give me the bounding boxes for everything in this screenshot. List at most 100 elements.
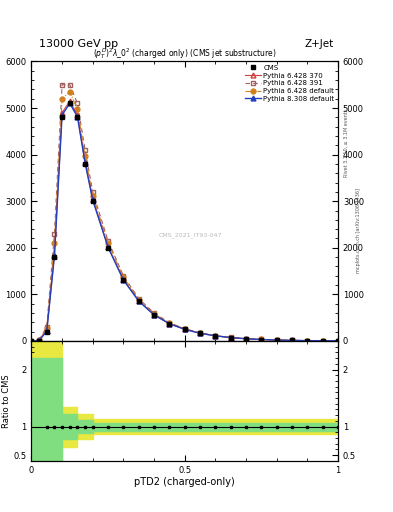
Pythia 8.308 default	[60, 112, 64, 118]
Pythia 6.428 391	[152, 310, 156, 316]
Pythia 8.308 default	[44, 328, 49, 334]
Pythia 6.428 370	[274, 337, 279, 343]
Pythia 6.428 391	[182, 326, 187, 332]
Pythia 6.428 391	[213, 332, 218, 338]
Y-axis label: Ratio to CMS: Ratio to CMS	[2, 374, 11, 428]
Pythia 6.428 391	[336, 338, 340, 344]
Pythia 6.428 default	[75, 106, 80, 112]
X-axis label: pTD2 (charged-only): pTD2 (charged-only)	[134, 477, 235, 487]
CMS	[259, 336, 264, 343]
Legend: CMS, Pythia 6.428 370, Pythia 6.428 391, Pythia 6.428 default, Pythia 8.308 defa: CMS, Pythia 6.428 370, Pythia 6.428 391,…	[244, 63, 336, 103]
Pythia 6.428 default	[121, 274, 126, 280]
Line: Pythia 6.428 370: Pythia 6.428 370	[29, 99, 340, 344]
Pythia 6.428 default	[90, 193, 95, 199]
Line: Pythia 6.428 default: Pythia 6.428 default	[29, 89, 340, 344]
Pythia 6.428 default	[290, 337, 294, 344]
Pythia 6.428 default	[44, 325, 49, 331]
Pythia 6.428 default	[152, 311, 156, 317]
Pythia 8.308 default	[52, 253, 57, 259]
Pythia 8.308 default	[290, 337, 294, 344]
Pythia 8.308 default	[213, 333, 218, 339]
Pythia 8.308 default	[136, 298, 141, 304]
Pythia 6.428 391	[198, 330, 202, 336]
Title: $(p_T^D)^2\lambda\_0^2$ (charged only) (CMS jet substructure): $(p_T^D)^2\lambda\_0^2$ (charged only) (…	[93, 47, 277, 61]
Pythia 8.308 default	[37, 337, 42, 344]
Pythia 6.428 default	[60, 96, 64, 102]
Pythia 6.428 370	[198, 330, 202, 336]
Pythia 6.428 370	[336, 338, 340, 344]
Text: mcplots.cern.ch [arXiv:1306.3436]: mcplots.cern.ch [arXiv:1306.3436]	[356, 188, 361, 273]
Pythia 6.428 370	[106, 244, 110, 250]
CMS	[290, 337, 294, 344]
Pythia 6.428 370	[152, 312, 156, 318]
Text: 13000 GeV pp: 13000 GeV pp	[39, 38, 118, 49]
Pythia 8.308 default	[106, 244, 110, 250]
Pythia 6.428 391	[60, 81, 64, 88]
CMS	[83, 161, 88, 167]
CMS	[44, 329, 49, 335]
Pythia 8.308 default	[305, 337, 310, 344]
Pythia 6.428 391	[228, 334, 233, 340]
Pythia 8.308 default	[68, 100, 72, 106]
Pythia 6.428 default	[52, 240, 57, 246]
Line: Pythia 8.308 default: Pythia 8.308 default	[29, 101, 340, 344]
Text: CMS_2021_IT93-047: CMS_2021_IT93-047	[159, 232, 222, 238]
Pythia 6.428 default	[198, 330, 202, 336]
Pythia 6.428 370	[290, 337, 294, 344]
Pythia 6.428 391	[244, 335, 248, 342]
CMS	[152, 312, 156, 318]
Pythia 6.428 default	[336, 338, 340, 344]
CMS	[60, 114, 64, 120]
Pythia 6.428 default	[83, 153, 88, 159]
Pythia 8.308 default	[244, 336, 248, 342]
Pythia 6.428 370	[136, 298, 141, 304]
Pythia 6.428 370	[83, 159, 88, 165]
Pythia 8.308 default	[274, 337, 279, 343]
Pythia 6.428 391	[68, 81, 72, 88]
Pythia 6.428 391	[44, 324, 49, 330]
Pythia 6.428 370	[60, 110, 64, 116]
Line: Pythia 6.428 391: Pythia 6.428 391	[29, 82, 340, 344]
Pythia 6.428 default	[182, 326, 187, 332]
Pythia 8.308 default	[259, 336, 264, 343]
CMS	[75, 114, 80, 120]
Pythia 6.428 370	[228, 334, 233, 340]
Pythia 6.428 370	[259, 336, 264, 343]
Pythia 8.308 default	[198, 330, 202, 336]
CMS	[274, 337, 279, 343]
Pythia 6.428 391	[52, 231, 57, 237]
Pythia 6.428 370	[29, 338, 34, 344]
Pythia 6.428 391	[83, 147, 88, 153]
Pythia 6.428 default	[68, 89, 72, 95]
CMS	[182, 326, 187, 332]
Pythia 6.428 370	[90, 196, 95, 202]
Line: CMS: CMS	[29, 101, 340, 343]
Pythia 8.308 default	[228, 334, 233, 340]
CMS	[90, 198, 95, 204]
CMS	[106, 245, 110, 251]
Pythia 6.428 391	[136, 295, 141, 302]
Text: Z+Jet: Z+Jet	[305, 38, 334, 49]
Pythia 6.428 370	[75, 112, 80, 118]
Pythia 6.428 370	[121, 276, 126, 283]
CMS	[320, 338, 325, 344]
CMS	[244, 336, 248, 342]
Pythia 8.308 default	[121, 277, 126, 283]
CMS	[37, 337, 42, 344]
CMS	[305, 337, 310, 344]
Pythia 6.428 391	[37, 337, 42, 343]
CMS	[68, 100, 72, 106]
Pythia 6.428 default	[320, 338, 325, 344]
Pythia 6.428 default	[213, 333, 218, 339]
Pythia 6.428 default	[228, 334, 233, 340]
Pythia 6.428 default	[37, 337, 42, 344]
Pythia 6.428 370	[68, 98, 72, 104]
Pythia 8.308 default	[167, 321, 172, 327]
CMS	[29, 338, 34, 344]
Y-axis label: $\frac{1}{\mathrm{d}N/\mathrm{d}p_T}\frac{\mathrm{d}^2N}{\mathrm{d}p_T\,\mathrm{: $\frac{1}{\mathrm{d}N/\mathrm{d}p_T}\fra…	[0, 180, 4, 222]
Pythia 6.428 391	[90, 189, 95, 195]
Pythia 6.428 370	[213, 333, 218, 339]
Pythia 6.428 391	[290, 337, 294, 344]
Pythia 6.428 370	[305, 337, 310, 344]
Pythia 8.308 default	[83, 160, 88, 166]
